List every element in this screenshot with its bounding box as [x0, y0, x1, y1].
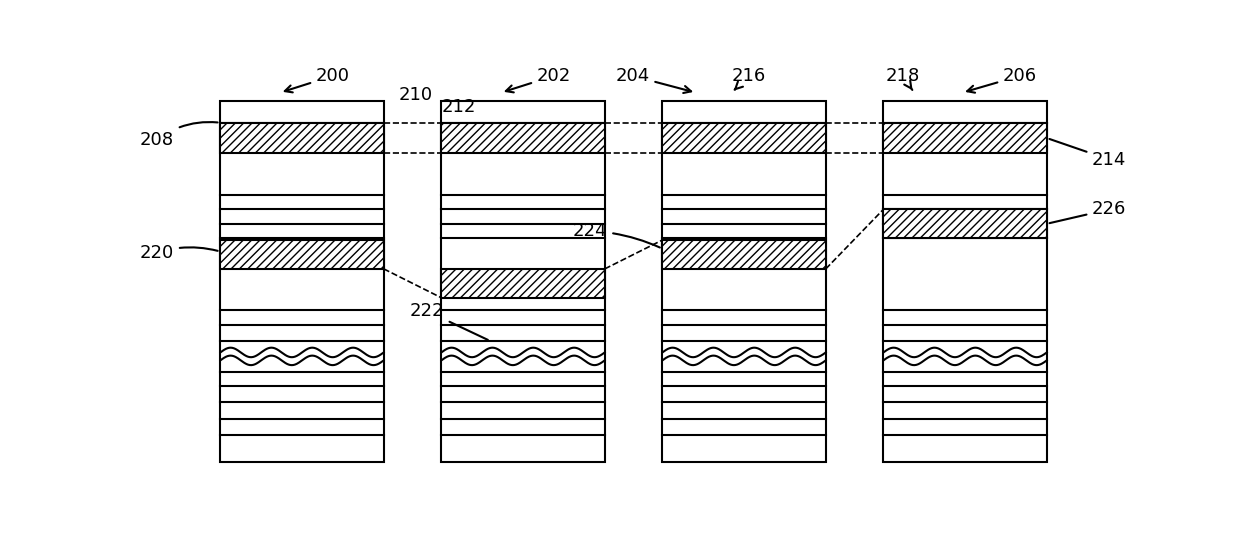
Bar: [441, 101, 605, 462]
Text: 224: 224: [573, 222, 660, 247]
Text: 226: 226: [1049, 201, 1126, 223]
Bar: [662, 240, 826, 269]
Text: 204: 204: [615, 67, 691, 93]
Bar: [883, 101, 1047, 462]
Text: 208: 208: [140, 122, 217, 149]
Text: 202: 202: [506, 67, 570, 93]
Text: 206: 206: [967, 67, 1037, 93]
Text: 214: 214: [1049, 139, 1126, 168]
Bar: [221, 123, 383, 153]
Text: 210: 210: [398, 86, 433, 104]
Bar: [662, 101, 826, 462]
Text: 218: 218: [885, 67, 920, 90]
Bar: [662, 123, 826, 153]
Bar: [883, 123, 1047, 153]
Text: 200: 200: [285, 67, 350, 93]
Bar: [883, 209, 1047, 238]
Text: 212: 212: [441, 98, 476, 117]
Bar: [221, 101, 383, 462]
Bar: [221, 240, 383, 269]
Bar: [441, 269, 605, 298]
Text: 220: 220: [140, 244, 218, 262]
Text: 222: 222: [409, 302, 487, 340]
Bar: [441, 123, 605, 153]
Text: 216: 216: [732, 67, 766, 90]
